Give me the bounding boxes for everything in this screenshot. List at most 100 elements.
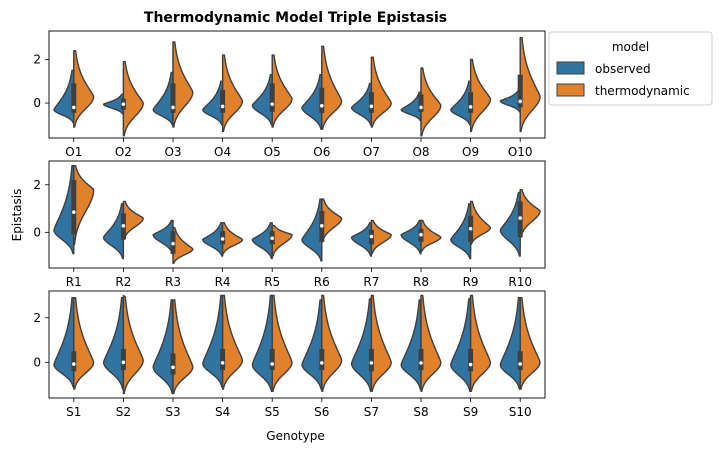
- median-dot-S7: [369, 361, 374, 365]
- median-dot-S2: [121, 360, 126, 365]
- violin-observed-O2: [102, 93, 125, 115]
- violin-observed-S6: [301, 299, 323, 390]
- median-dot-S1: [72, 362, 76, 366]
- y-axis-label: Epistasis: [10, 189, 24, 242]
- median-dot-S4: [220, 361, 225, 365]
- violin-observed-S3: [152, 299, 174, 395]
- x-tick-label-O8: O8: [412, 145, 429, 159]
- violin-observed-S10: [499, 296, 521, 390]
- violin-thermodynamic-S3: [172, 299, 194, 395]
- legend-frame: [548, 31, 713, 106]
- y-tick-label-p2-2: 2: [33, 178, 41, 192]
- y-tick-label-p1-2: 2: [33, 52, 41, 66]
- violin-thermodynamic-S9: [469, 294, 492, 393]
- x-tick-label-O2: O2: [115, 145, 132, 159]
- violin-thermodynamic-R4: [221, 222, 244, 255]
- violin-thermodynamic-R1: [73, 165, 95, 245]
- iqr-box-O8: [418, 94, 424, 112]
- violin-thermodynamic-O6: [321, 45, 343, 130]
- violin-thermodynamic-O1: [73, 49, 95, 128]
- violin-thermodynamic-O2: [122, 60, 144, 137]
- iqr-box-O3: [170, 83, 176, 113]
- median-dot-O4: [220, 104, 225, 109]
- violin-observed-R9: [450, 203, 472, 260]
- violin-observed-O8: [400, 91, 422, 122]
- violin-thermodynamic-R6: [321, 198, 343, 243]
- iqr-box-O6: [319, 87, 325, 113]
- y-tick-label-p1-0: 0: [33, 96, 41, 110]
- x-tick-label-O6: O6: [313, 145, 330, 159]
- median-dot-R5: [270, 236, 275, 241]
- panel-frame-2: [48, 160, 546, 269]
- violin-thermodynamic-R3: [172, 226, 194, 264]
- median-dot-O5: [270, 102, 275, 106]
- violin-thermodynamic-S4: [221, 294, 244, 390]
- violin-observed-O9: [450, 80, 472, 126]
- x-tick-label-R4: R4: [215, 275, 231, 289]
- median-dot-S9: [468, 362, 473, 367]
- median-dot-O10: [518, 99, 522, 104]
- iqr-box-O10: [517, 74, 523, 108]
- violin-thermodynamic-R8: [420, 219, 442, 253]
- violin-thermodynamic-S7: [370, 294, 392, 393]
- violin-thermodynamic-S6: [321, 294, 343, 393]
- violin-observed-R1: [53, 165, 75, 255]
- violin-thermodynamic-O3: [172, 41, 194, 128]
- violin-observed-O4: [202, 80, 224, 126]
- x-tick-label-R9: R9: [463, 275, 479, 289]
- x-tick-label-O7: O7: [363, 145, 380, 159]
- violin-observed-R4: [202, 222, 224, 257]
- median-dot-S10: [518, 362, 522, 366]
- x-tick-label-R10: R10: [508, 275, 532, 289]
- median-dot-O6: [320, 103, 324, 108]
- panel-2: R1 R2 R3 R4 R5 R6 R7 R8 R9 R10 0 2: [33, 160, 546, 289]
- x-tick-label-R2: R2: [115, 275, 131, 289]
- median-dot-O1: [72, 105, 76, 110]
- violin-thermodynamic-R10: [519, 188, 541, 238]
- violin-thermodynamic-R7: [370, 219, 392, 255]
- median-dot-R7: [369, 234, 374, 239]
- x-tick-label-S3: S3: [165, 405, 180, 419]
- median-dot-R10: [518, 216, 522, 220]
- iqr-box-O1: [71, 83, 77, 113]
- violin-observed-O3: [152, 71, 174, 126]
- iqr-box-S3: [170, 353, 176, 375]
- panel-frame-1: [48, 30, 546, 139]
- violin-thermodynamic-R9: [469, 200, 492, 245]
- violin-observed-R8: [400, 219, 422, 255]
- median-dot-R8: [419, 232, 423, 237]
- panel-3: S1 S2 S3 S4 S5 S6 S7 S8 S9 S10 0 2: [33, 290, 546, 419]
- iqr-box-S6: [319, 348, 325, 371]
- violin-thermodynamic-S8: [420, 294, 442, 393]
- x-tick-label-S10: S10: [509, 405, 532, 419]
- iqr-box-S4: [220, 348, 226, 371]
- x-tick-label-S2: S2: [116, 405, 131, 419]
- median-dot-O8: [419, 105, 423, 110]
- median-dot-S5: [270, 362, 275, 366]
- violin-thermodynamic-O5: [271, 54, 293, 128]
- median-dot-O3: [171, 105, 175, 110]
- median-dot-O2: [121, 102, 126, 106]
- x-tick-label-S8: S8: [413, 405, 428, 419]
- median-dot-R6: [320, 223, 324, 228]
- violin-thermodynamic-S5: [271, 294, 293, 393]
- iqr-box-S9: [468, 348, 474, 372]
- violin-thermodynamic-O10: [519, 36, 541, 133]
- violin-observed-R2: [102, 203, 125, 260]
- violin-observed-S1: [53, 296, 75, 388]
- violin-thermodynamic-S10: [519, 296, 541, 390]
- legend-label-thermodynamic: thermodynamic: [595, 84, 690, 98]
- violin-thermodynamic-S1: [73, 296, 95, 390]
- median-dot-R4: [220, 237, 225, 241]
- violin-observed-R3: [152, 219, 174, 255]
- iqr-box-S7: [368, 348, 374, 372]
- violin-thermodynamic-S2: [122, 294, 144, 395]
- violin-thermodynamic-R5: [271, 224, 293, 257]
- iqr-box-S8: [418, 348, 424, 371]
- median-dot-S3: [171, 365, 175, 370]
- x-tick-label-S5: S5: [265, 405, 280, 419]
- x-tick-label-O5: O5: [264, 145, 281, 159]
- violin-thermodynamic-O9: [469, 58, 492, 133]
- y-tick-label-p3-2: 2: [33, 311, 41, 325]
